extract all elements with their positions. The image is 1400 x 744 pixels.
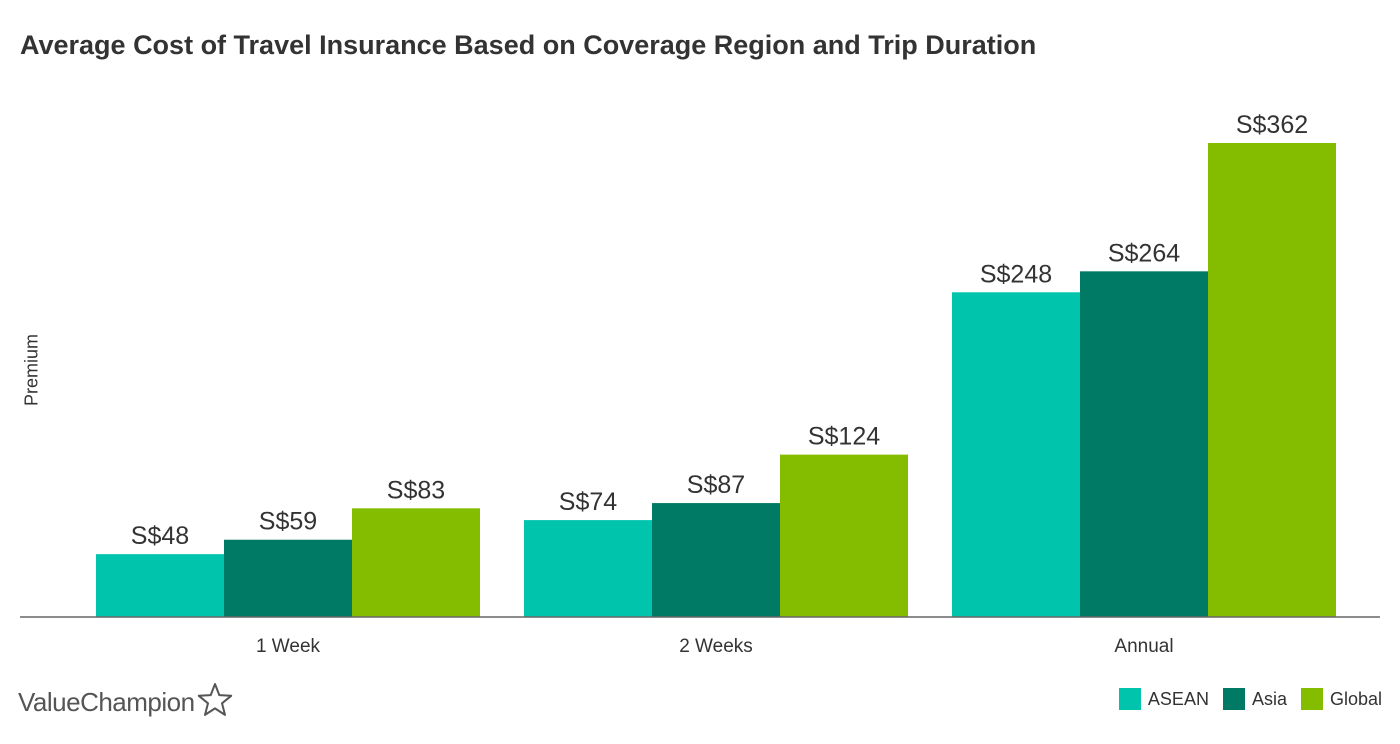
bar [780,454,908,617]
legend-swatch [1118,688,1141,710]
bar [1208,143,1336,617]
data-label: S$83 [387,476,445,504]
bar [96,554,224,617]
brand-name: ValueChampion [18,687,195,717]
data-label: S$264 [1108,239,1180,267]
legend-label: Asia [1251,688,1287,709]
data-label: S$248 [980,260,1052,288]
data-label: S$48 [131,522,189,550]
legend-item-asia: Asia [1222,688,1287,710]
legend-swatch [1300,688,1323,710]
bar [524,520,652,617]
legend-label: Global [1329,688,1382,709]
data-label: S$362 [1236,111,1308,139]
data-label: S$74 [559,488,617,516]
bar [1080,271,1208,617]
legend-label: ASEAN [1147,688,1209,709]
bar [952,292,1080,617]
data-label: S$87 [687,471,745,499]
legend-item-asean: ASEAN [1118,688,1209,710]
data-label: S$124 [808,423,880,451]
data-label: S$59 [259,508,317,536]
legend: ASEAN Asia Global [1105,688,1382,710]
legend-swatch [1222,688,1245,710]
x-tick-label: Annual [1114,636,1173,657]
bar [352,508,480,617]
legend-item-global: Global [1300,688,1382,710]
bar [652,503,780,617]
bar [224,539,352,617]
x-tick-label: 2 Weeks [679,636,753,657]
star-outline-icon [197,682,233,723]
brand-logo: ValueChampion [18,682,233,723]
x-tick-label: 1 Week [256,636,321,657]
chart-title: Average Cost of Travel Insurance Based o… [20,30,1037,60]
